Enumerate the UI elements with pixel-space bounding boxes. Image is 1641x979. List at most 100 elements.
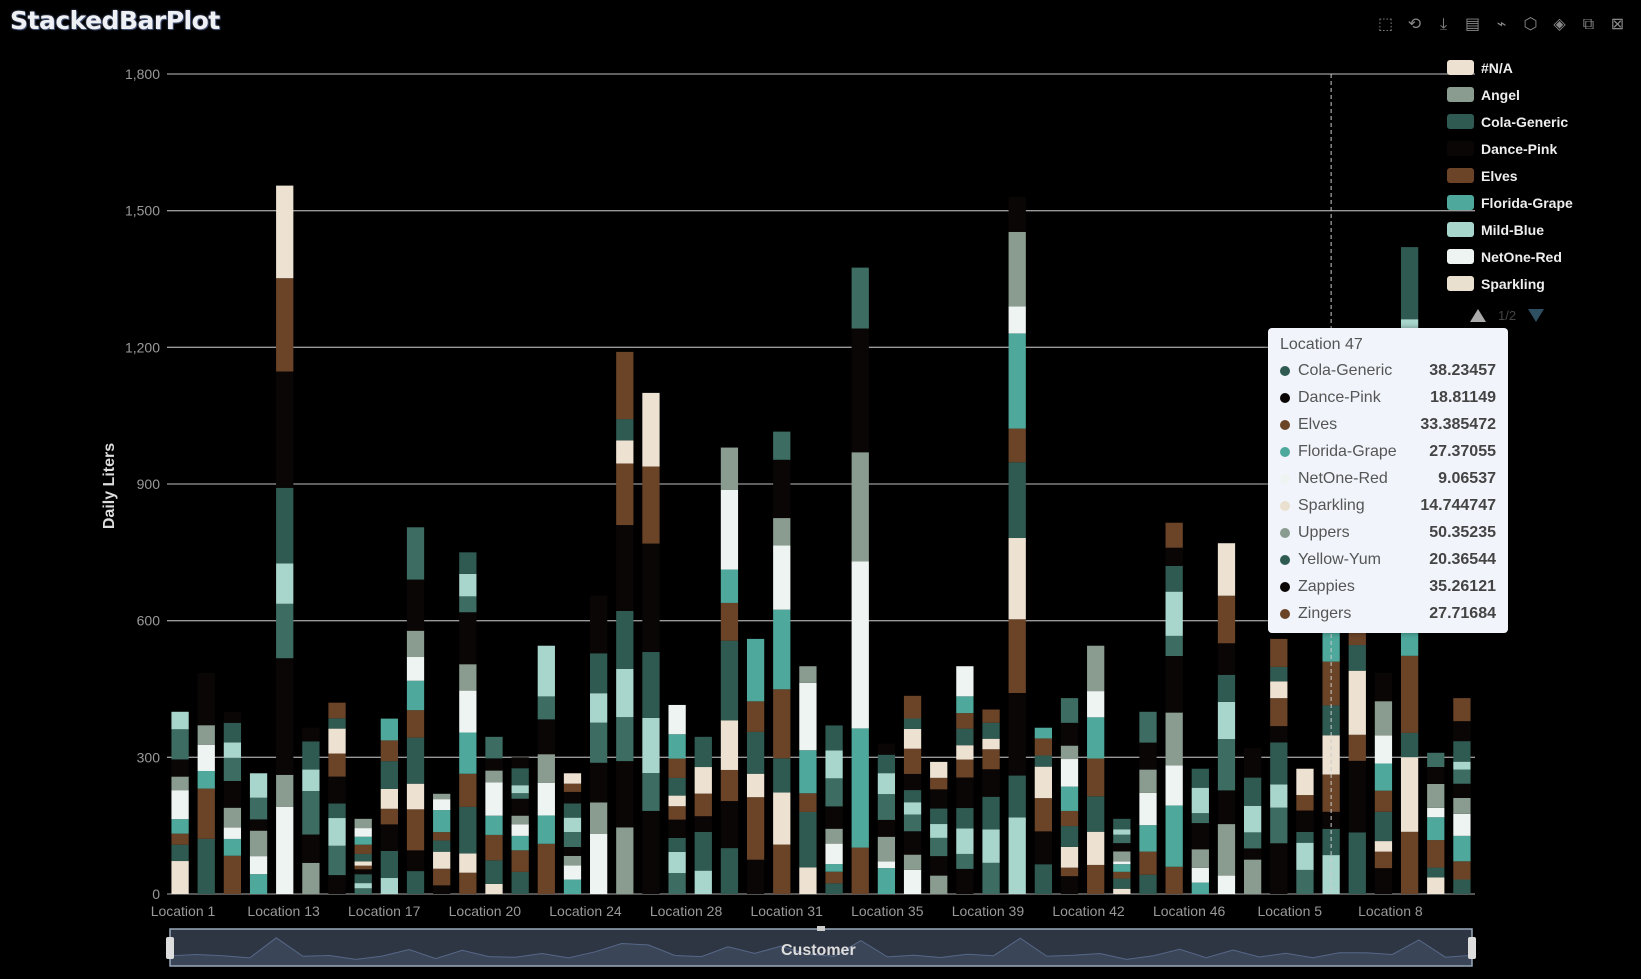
- bar-stack[interactable]: [1453, 698, 1471, 894]
- bar-stack[interactable]: [354, 818, 372, 894]
- bar-stack[interactable]: [302, 727, 320, 894]
- bar-stack[interactable]: [171, 711, 189, 894]
- tooltip-series-value: 20.36544: [1429, 550, 1496, 568]
- bar-stack[interactable]: [825, 725, 843, 894]
- bar-segment: [720, 769, 739, 802]
- bar-stack[interactable]: [406, 527, 425, 894]
- rect-select-icon[interactable]: ◈: [1553, 14, 1566, 33]
- legend-item[interactable]: Sparkling: [1447, 270, 1573, 297]
- bar-segment: [982, 796, 1000, 830]
- bar-stack[interactable]: [1296, 768, 1314, 894]
- bar-stack[interactable]: [1060, 698, 1079, 894]
- bar-stack[interactable]: [1374, 673, 1393, 894]
- bar-stack[interactable]: [485, 736, 503, 894]
- legend-item[interactable]: Florida-Grape: [1447, 189, 1573, 216]
- bar-stack[interactable]: [694, 736, 712, 894]
- bar-segment: [1008, 197, 1026, 232]
- legend-item[interactable]: NetOne-Red: [1447, 243, 1573, 270]
- zoom-reset-icon[interactable]: ⟲: [1407, 14, 1422, 33]
- tooltip-series-name: Yellow-Yum: [1298, 550, 1382, 568]
- zoom-slider-label: Customer: [781, 942, 856, 959]
- bar-segment: [746, 859, 765, 894]
- bar-segment: [773, 609, 791, 690]
- bar-stack[interactable]: [328, 702, 346, 894]
- clear-selection-icon[interactable]: ⊠: [1610, 14, 1625, 33]
- bar-stack[interactable]: [746, 638, 765, 894]
- bar-segment: [459, 872, 477, 894]
- legend-item[interactable]: Angel: [1447, 81, 1573, 108]
- legend-item[interactable]: Elves: [1447, 162, 1573, 189]
- bar-segment: [930, 777, 948, 790]
- x-tick-label: Location 46: [1153, 903, 1226, 919]
- bar-stack[interactable]: [1113, 818, 1131, 894]
- bar-stack[interactable]: [1008, 197, 1026, 894]
- bar-segment: [825, 883, 843, 894]
- lasso-icon[interactable]: ⌁: [1496, 14, 1507, 33]
- zoom-move-handle[interactable]: [817, 926, 825, 931]
- bar-stack[interactable]: [1348, 620, 1366, 894]
- bar-segment: [1322, 774, 1340, 812]
- bar-stack[interactable]: [590, 595, 608, 894]
- bar-stack[interactable]: [1244, 748, 1262, 894]
- legend-item[interactable]: Dance-Pink: [1447, 135, 1573, 162]
- bar-stack[interactable]: [1217, 543, 1236, 894]
- bar-segment: [1060, 810, 1079, 827]
- legend-item[interactable]: #N/A: [1447, 54, 1573, 81]
- bar-stack[interactable]: [616, 351, 634, 894]
- bar-stack[interactable]: [1191, 768, 1209, 894]
- bar-stack[interactable]: [668, 704, 686, 894]
- bar-stack[interactable]: [877, 743, 896, 894]
- bar-stack[interactable]: [537, 645, 555, 894]
- bar-stack[interactable]: [1034, 727, 1052, 894]
- legend-prev-icon[interactable]: [1470, 309, 1486, 322]
- bar-segment: [668, 837, 686, 852]
- bar-stack[interactable]: [511, 757, 529, 894]
- bar-stack[interactable]: [982, 709, 1000, 895]
- bar-stack[interactable]: [1270, 638, 1288, 894]
- bar-segment: [720, 848, 739, 894]
- bar-stack[interactable]: [720, 447, 739, 894]
- bar-stack[interactable]: [773, 431, 791, 894]
- bar-stack[interactable]: [276, 185, 294, 894]
- bar-segment: [485, 758, 503, 771]
- zoom-select-icon[interactable]: ⬚: [1377, 14, 1394, 33]
- zoom-handle-right[interactable]: [1468, 937, 1476, 959]
- bar-stack[interactable]: [1087, 645, 1105, 894]
- bar-segment: [1270, 742, 1288, 785]
- download-icon[interactable]: ⤓: [1439, 14, 1448, 33]
- legend-item[interactable]: Cola-Generic: [1447, 108, 1573, 135]
- legend-swatch: [1447, 195, 1474, 210]
- bar-stack[interactable]: [799, 666, 817, 894]
- bar-stack[interactable]: [642, 392, 660, 894]
- data-view-icon[interactable]: ▤: [1464, 14, 1481, 33]
- bar-segment: [956, 808, 974, 829]
- bar-stack[interactable]: [223, 711, 242, 894]
- bar-stack[interactable]: [956, 666, 974, 894]
- zoom-handle-left[interactable]: [166, 937, 174, 959]
- series-dot-icon: [1280, 500, 1290, 511]
- bar-stack[interactable]: [380, 718, 398, 894]
- bar-stack[interactable]: [930, 761, 948, 894]
- bar-stack[interactable]: [851, 267, 869, 894]
- legend-item[interactable]: Mild-Blue: [1447, 216, 1573, 243]
- bar-segment: [511, 815, 529, 825]
- bar-stack[interactable]: [903, 695, 922, 894]
- data-zoom-slider[interactable]: [166, 926, 1476, 967]
- bar-stack[interactable]: [563, 773, 582, 894]
- polygon-select-icon[interactable]: ⬡: [1523, 14, 1538, 33]
- bar-stack[interactable]: [459, 552, 477, 894]
- bar-stack[interactable]: [433, 793, 451, 894]
- bar-stack[interactable]: [1427, 752, 1445, 894]
- bar-stack[interactable]: [249, 773, 268, 894]
- bar-stack[interactable]: [197, 673, 215, 894]
- bar-stack[interactable]: [1165, 522, 1183, 894]
- keep-selection-icon[interactable]: ⧉: [1582, 14, 1595, 33]
- bar-segment: [799, 666, 817, 683]
- bar-stack[interactable]: [1139, 711, 1157, 894]
- tooltip-series-value: 50.35235: [1429, 523, 1496, 541]
- bar-segment: [903, 748, 922, 774]
- legend-next-icon[interactable]: [1528, 309, 1545, 322]
- bar-segment: [1374, 790, 1393, 812]
- bar-segment: [956, 713, 974, 729]
- bar-segment: [877, 754, 896, 774]
